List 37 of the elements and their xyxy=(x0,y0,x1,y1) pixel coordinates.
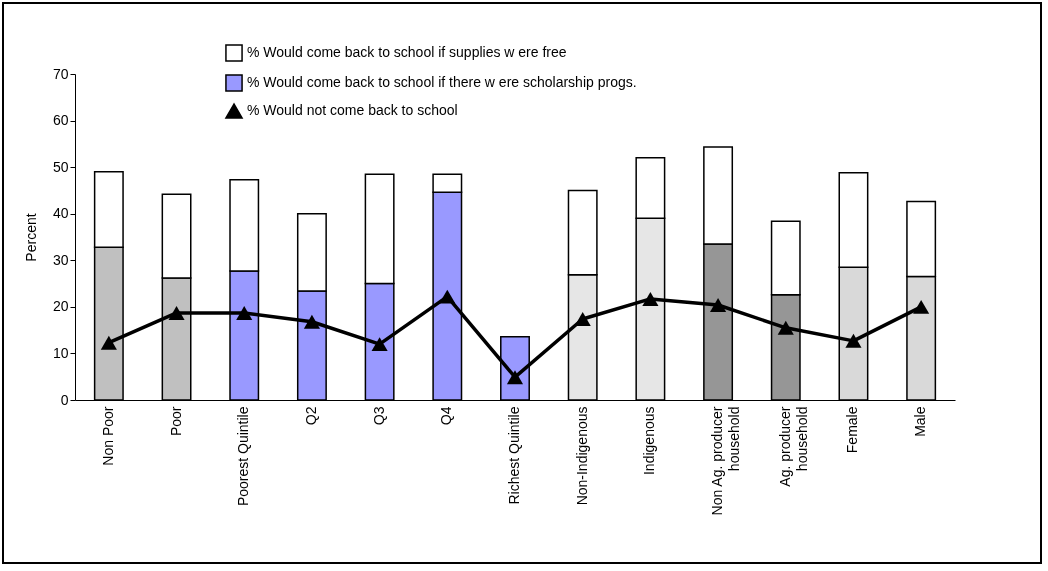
x-tick-label: Non Poor xyxy=(99,406,116,466)
y-tick-label: 10 xyxy=(52,344,69,361)
x-tick-label: Poor xyxy=(167,406,184,437)
point xyxy=(100,335,117,350)
x-tick-label: Poorest Quintile xyxy=(235,406,252,507)
point xyxy=(506,370,524,385)
x-tick-label: Q4 xyxy=(438,406,455,426)
y-tick-label: 20 xyxy=(52,298,69,315)
point xyxy=(574,311,591,326)
point xyxy=(845,333,862,348)
x-tick-label: Non-Indigenous xyxy=(573,406,590,506)
y-tick-label: 40 xyxy=(52,205,69,222)
point xyxy=(642,291,659,306)
point xyxy=(710,298,727,312)
point xyxy=(913,299,930,314)
y-tick-label: 70 xyxy=(52,65,69,82)
y-tick-label: 60 xyxy=(52,112,69,129)
x-tick-label: Non Ag. producer household xyxy=(709,406,743,516)
y-axis-title: Percent xyxy=(22,213,39,262)
x-tick-label: Richest Quintile xyxy=(506,406,522,505)
point xyxy=(371,337,388,352)
x-tick-label: Q3 xyxy=(370,406,387,426)
point xyxy=(777,320,794,335)
legend-label: % Would come back to school if there w ere scholarship progs. xyxy=(247,74,637,90)
y-tick-label: 50 xyxy=(52,158,69,175)
x-tick-label: Female xyxy=(844,406,861,454)
legend-label: % Would not come back to school xyxy=(247,102,458,118)
x-tick-label: Q2 xyxy=(302,406,319,426)
legend-label: % Would come back to school if supplies w ere free xyxy=(247,44,567,60)
x-tick-label: Male xyxy=(912,406,929,437)
point xyxy=(168,305,185,320)
point xyxy=(236,305,253,320)
point xyxy=(439,289,456,304)
x-tick-label: Indigenous xyxy=(641,406,658,476)
point xyxy=(303,314,320,329)
y-tick-label: 0 xyxy=(60,391,69,408)
y-tick-label: 30 xyxy=(52,251,69,268)
